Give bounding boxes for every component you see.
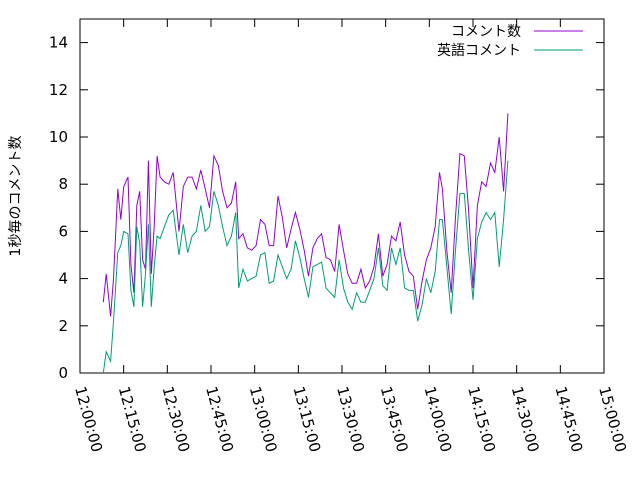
x-tick-label: 14:45:00: [551, 384, 586, 454]
x-tick-label: 13:45:00: [377, 384, 412, 454]
x-tick-label: 13:00:00: [246, 384, 281, 454]
x-tick-label: 15:00:00: [595, 384, 630, 454]
y-axis: 0 2 4 6 8 10 12 14: [49, 34, 604, 382]
y-tick-label: 2: [58, 317, 68, 335]
y-tick-label: 0: [58, 364, 68, 382]
x-tick-label: 14:30:00: [508, 384, 543, 454]
x-tick-label: 12:15:00: [115, 384, 150, 454]
y-tick-label: 10: [49, 128, 68, 146]
x-tick-label: 13:15:00: [289, 384, 324, 454]
y-axis-label: 1秒毎のコメント数: [8, 136, 24, 257]
y-tick-label: 6: [58, 222, 68, 240]
y-tick-label: 14: [49, 34, 68, 52]
x-tick-label: 12:45:00: [202, 384, 237, 454]
x-tick-label: 14:00:00: [420, 384, 455, 454]
legend-entry-label: コメント数: [451, 24, 521, 40]
series-line-1: [102, 160, 509, 374]
x-tick-label: 14:15:00: [464, 384, 499, 454]
y-tick-label: 4: [58, 270, 68, 288]
plot-border: [79, 18, 605, 374]
series-lines: [102, 113, 509, 374]
legend-entry-label: 英語コメント: [437, 42, 521, 59]
plot-frame: [79, 18, 605, 374]
x-tick-label: 12:00:00: [71, 384, 106, 454]
x-tick-label: 12:30:00: [158, 384, 193, 454]
y-tick-label: 8: [58, 175, 68, 193]
series-line-0: [102, 113, 509, 317]
x-axis: 12:00:00 12:15:00 12:30:00 12:45:00 13:00:00…: [71, 19, 630, 454]
y-tick-label: 12: [49, 81, 68, 99]
x-tick-label: 13:30:00: [333, 384, 368, 454]
